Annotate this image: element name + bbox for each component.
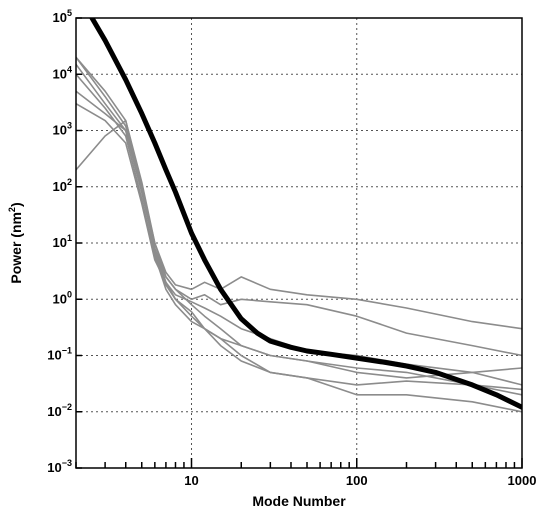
y-tick-label-exp: −1	[62, 346, 72, 356]
series-line-7	[76, 73, 522, 391]
series-line-4	[76, 119, 522, 379]
y-tick-label-base: 10	[53, 123, 67, 138]
grid	[76, 18, 522, 468]
y-tick-label-base: 10	[53, 10, 67, 25]
y-tick-label: 100	[53, 289, 72, 306]
y-tick-label: 101	[53, 233, 72, 250]
y-tick-label-exp: 3	[67, 121, 72, 131]
model-curve	[89, 18, 522, 410]
x-tick-label: 100	[346, 473, 368, 488]
y-tick-label-exp: 2	[67, 177, 72, 187]
model-layer	[89, 18, 522, 410]
y-tick-label: 102	[53, 177, 72, 194]
series-layer	[76, 56, 522, 413]
y-axis-label-prefix: Power (nm	[8, 212, 24, 284]
x-tick-label: 1000	[508, 473, 537, 488]
y-axis-label: Power (nm2)	[7, 202, 24, 283]
y-tick-label-exp: 1	[67, 233, 72, 243]
y-tick-label-base: 10	[53, 179, 67, 194]
y-tick-label: 103	[53, 121, 72, 138]
y-tick-label-base: 10	[53, 235, 67, 250]
y-tick-label-base: 10	[47, 404, 61, 419]
y-tick-label-base: 10	[53, 291, 67, 306]
y-tick-label: 105	[53, 8, 72, 25]
y-axis-label-sup: 2	[7, 207, 17, 212]
y-tick-label: 10−3	[47, 458, 72, 475]
y-tick-label: 10−2	[47, 402, 72, 419]
y-tick-label-exp: 4	[67, 64, 72, 74]
y-tick-label: 104	[53, 64, 72, 81]
y-tick-label-exp: 5	[67, 8, 72, 18]
y-tick-label-base: 10	[47, 348, 61, 363]
y-tick-label-base: 10	[47, 460, 61, 475]
y-tick-label: 10−1	[47, 346, 72, 363]
axis-ticks	[75, 17, 523, 469]
y-tick-label-exp: −2	[62, 402, 72, 412]
y-axis-label-suffix: )	[8, 202, 24, 207]
y-tick-label-exp: 0	[67, 289, 72, 299]
x-tick-label: 10	[184, 473, 198, 488]
y-tick-label-base: 10	[53, 66, 67, 81]
y-tick-label-exp: −3	[62, 458, 72, 468]
x-axis-label: Mode Number	[252, 493, 346, 509]
